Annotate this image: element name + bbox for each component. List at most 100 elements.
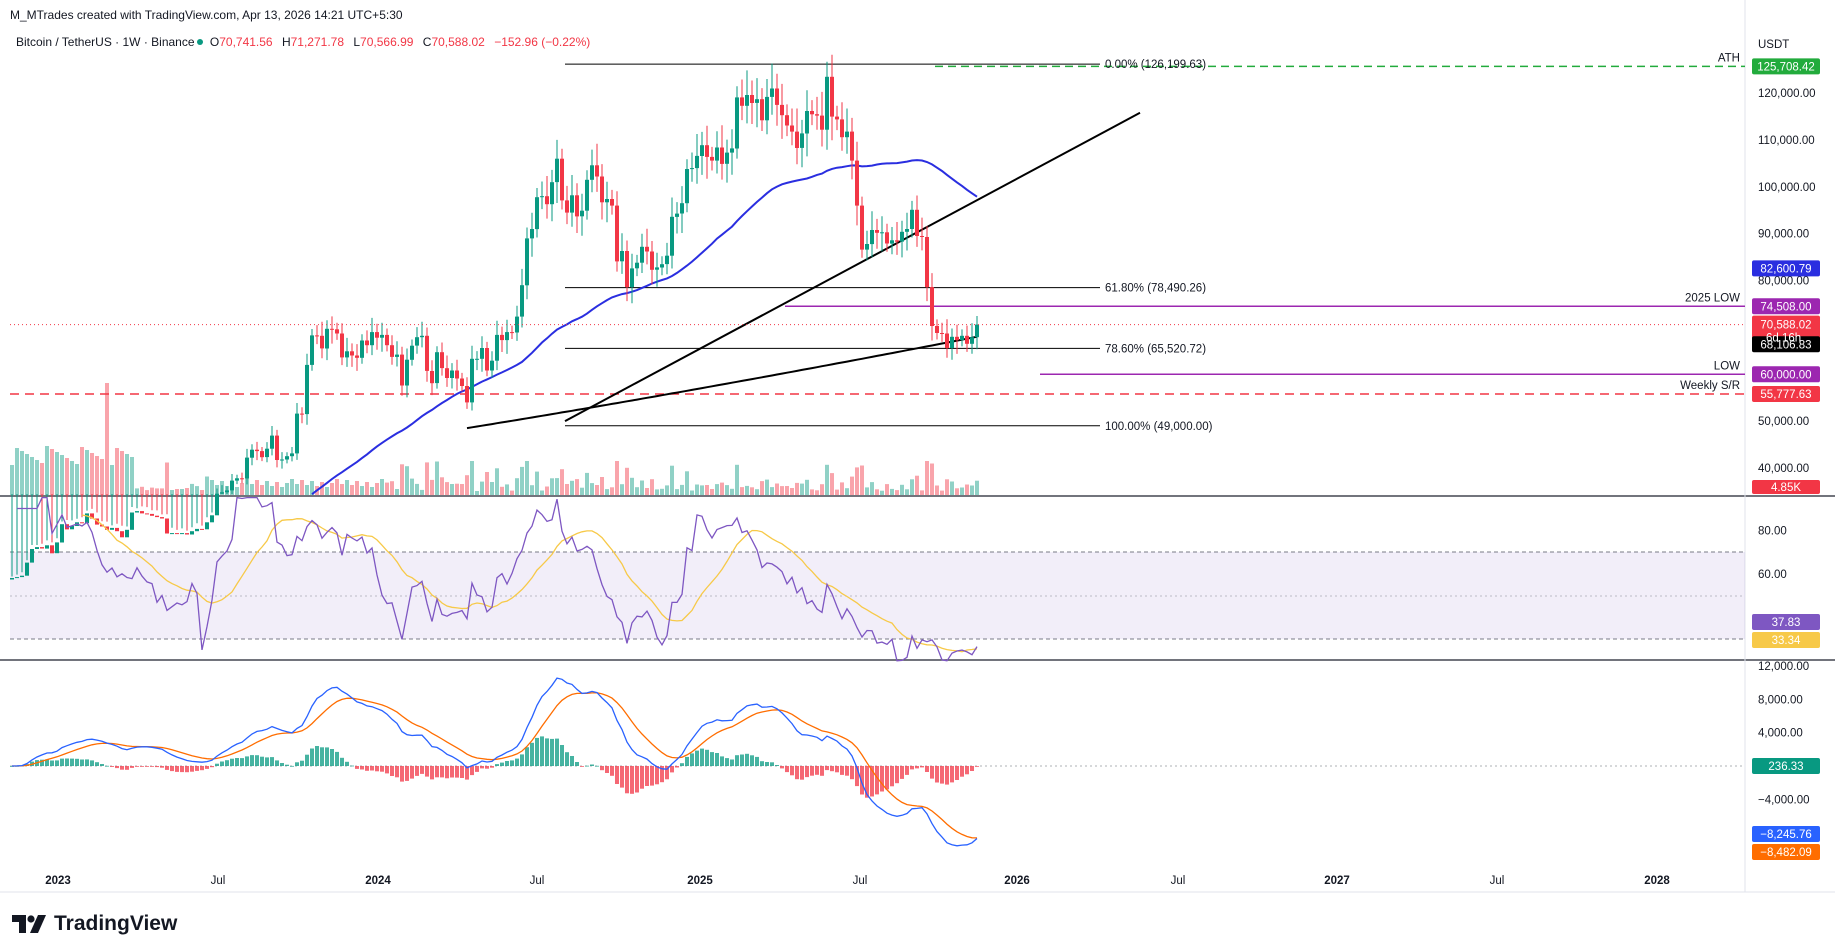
candle[interactable] — [170, 494, 174, 535]
candle[interactable] — [785, 104, 789, 137]
candle[interactable] — [650, 241, 654, 285]
candle[interactable] — [95, 494, 99, 525]
candle[interactable] — [130, 494, 134, 530]
candle[interactable] — [510, 325, 514, 339]
candle[interactable] — [310, 329, 314, 371]
rsi-line[interactable] — [17, 496, 978, 662]
candle[interactable] — [835, 105, 839, 131]
candle[interactable] — [715, 131, 719, 174]
candle[interactable] — [200, 494, 204, 530]
candle[interactable] — [270, 426, 274, 456]
candle[interactable] — [935, 319, 939, 340]
candle[interactable] — [300, 407, 304, 424]
candle[interactable] — [505, 319, 509, 354]
candle[interactable] — [815, 96, 819, 130]
candle[interactable] — [490, 351, 494, 378]
candle[interactable] — [525, 227, 529, 300]
candle[interactable] — [670, 197, 674, 269]
candle[interactable] — [745, 70, 749, 124]
candle[interactable] — [710, 146, 714, 171]
candle[interactable] — [855, 141, 859, 226]
candle[interactable] — [295, 403, 299, 460]
candle[interactable] — [730, 129, 734, 175]
candle[interactable] — [965, 325, 969, 352]
candle[interactable] — [40, 494, 44, 549]
candle[interactable] — [565, 185, 569, 225]
candle[interactable] — [225, 486, 229, 494]
candle[interactable] — [930, 273, 934, 341]
candle[interactable] — [875, 218, 879, 249]
candle[interactable] — [760, 88, 764, 131]
candle[interactable] — [120, 494, 124, 538]
candle[interactable] — [415, 327, 419, 354]
candle[interactable] — [825, 61, 829, 150]
candle[interactable] — [360, 334, 364, 364]
candle[interactable] — [80, 494, 84, 524]
candle[interactable] — [695, 134, 699, 184]
candle[interactable] — [305, 353, 309, 425]
candle[interactable] — [380, 322, 384, 352]
candle[interactable] — [850, 117, 854, 180]
candle[interactable] — [535, 188, 539, 238]
candle[interactable] — [740, 79, 744, 121]
candle[interactable] — [820, 91, 824, 147]
candle[interactable] — [755, 78, 759, 128]
candle[interactable] — [660, 256, 664, 276]
candle[interactable] — [160, 494, 164, 519]
candle[interactable] — [280, 452, 284, 469]
candle[interactable] — [285, 452, 289, 464]
candle[interactable] — [150, 494, 154, 516]
candle[interactable] — [25, 494, 29, 576]
candle[interactable] — [725, 139, 729, 183]
candle[interactable] — [530, 212, 534, 257]
candle[interactable] — [390, 335, 394, 365]
candle[interactable] — [445, 355, 449, 387]
ma50-line[interactable] — [311, 159, 978, 495]
candle[interactable] — [830, 54, 834, 141]
candle[interactable] — [915, 195, 919, 247]
candle[interactable] — [260, 447, 264, 462]
candle[interactable] — [220, 485, 224, 494]
candle[interactable] — [475, 351, 479, 371]
candle[interactable] — [145, 494, 149, 515]
candle[interactable] — [555, 139, 559, 203]
candle[interactable] — [370, 317, 374, 356]
ma200-line[interactable] — [466, 335, 978, 430]
candle[interactable] — [590, 149, 594, 193]
candle[interactable] — [845, 108, 849, 154]
candle[interactable] — [420, 321, 424, 348]
candle[interactable] — [385, 328, 389, 352]
candle[interactable] — [275, 429, 279, 468]
candle[interactable] — [115, 494, 119, 532]
candle[interactable] — [810, 100, 814, 126]
candle[interactable] — [240, 472, 244, 484]
candle[interactable] — [125, 494, 129, 538]
candle[interactable] — [765, 79, 769, 135]
candle[interactable] — [395, 341, 399, 367]
macd-signal-line[interactable] — [12, 692, 978, 839]
candle[interactable] — [770, 63, 774, 115]
candle[interactable] — [405, 348, 409, 398]
tradingview-logo[interactable]: TradingView — [12, 912, 177, 936]
candle[interactable] — [600, 164, 604, 220]
candle[interactable] — [355, 344, 359, 371]
candle[interactable] — [665, 242, 669, 275]
candle[interactable] — [585, 170, 589, 220]
candle[interactable] — [520, 268, 524, 328]
candle[interactable] — [615, 191, 619, 272]
candle[interactable] — [325, 320, 329, 361]
candle[interactable] — [230, 474, 234, 494]
candle[interactable] — [515, 305, 519, 341]
candle[interactable] — [880, 216, 884, 252]
candle[interactable] — [950, 328, 954, 360]
candle[interactable] — [410, 339, 414, 366]
candle[interactable] — [375, 323, 379, 350]
candle[interactable] — [455, 359, 459, 391]
candle[interactable] — [290, 447, 294, 462]
candle[interactable] — [575, 183, 579, 233]
candle[interactable] — [460, 372, 464, 392]
candle[interactable] — [440, 342, 444, 376]
candle[interactable] — [320, 321, 324, 359]
trend-line[interactable] — [564, 111, 1141, 422]
candle[interactable] — [20, 494, 24, 578]
